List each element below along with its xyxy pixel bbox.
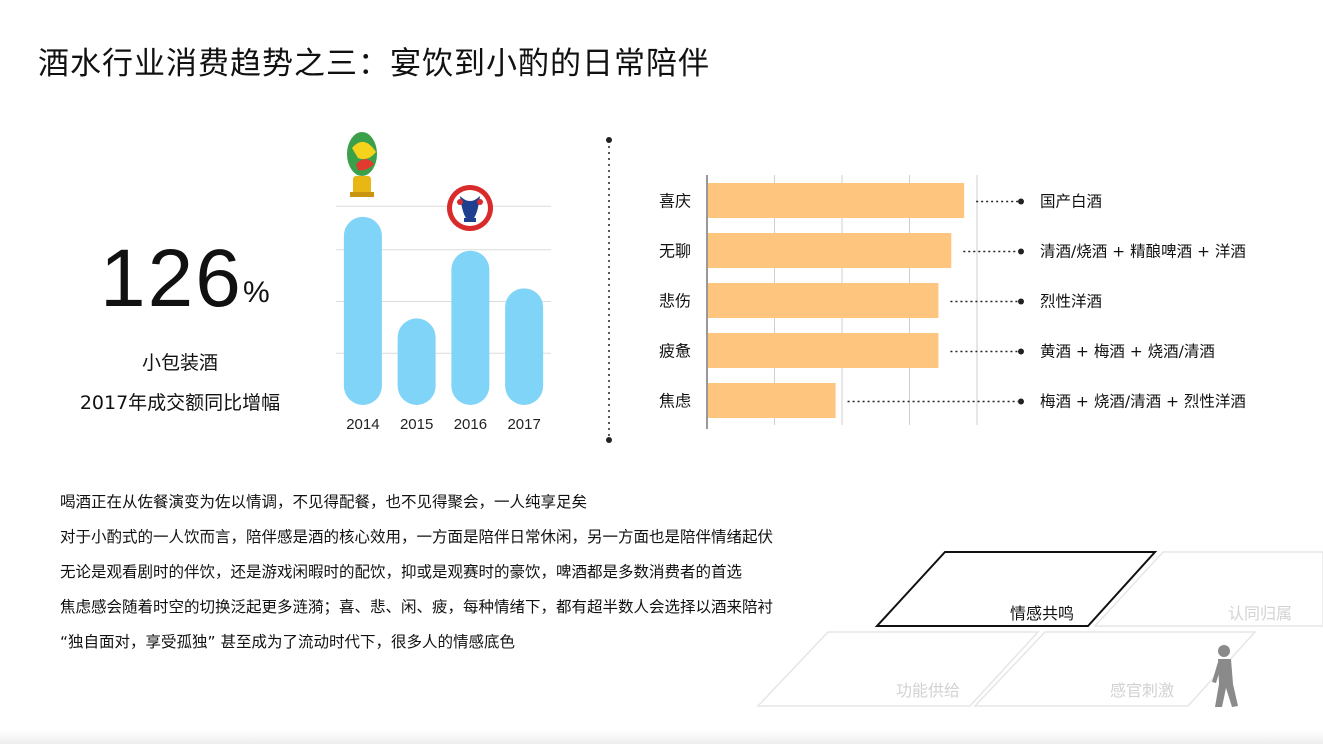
- annotation-label: 梅酒 + 烧酒/清酒 + 烈性洋酒: [1040, 393, 1246, 411]
- plane-label-identity: 认同归属: [1228, 604, 1292, 623]
- plane-label-function: 功能供给: [896, 681, 960, 700]
- bar-焦虑: [708, 383, 836, 418]
- plane-label-sensory: 感官刺激: [1110, 681, 1174, 700]
- paragraph-line: 无论是观看剧时的伴饮，还是游戏闲暇时的配饮，抑或是观赛时的豪饮，啤酒都是多数消费…: [60, 563, 743, 581]
- leader-dot: [1018, 398, 1024, 405]
- plane-sensory: [973, 631, 1257, 707]
- world-cup-logo: [347, 132, 377, 197]
- leader-dot: [1018, 348, 1024, 355]
- page-title: 酒水行业消费趋势之三：宴饮到小酌的日常陪伴: [38, 46, 710, 82]
- walking-person-icon: [1212, 645, 1238, 707]
- annotation-label: 烈性洋酒: [1040, 293, 1102, 311]
- bar-2016: [451, 250, 490, 405]
- leader-dot: [1018, 198, 1024, 205]
- plane-identity: [1093, 551, 1323, 627]
- x-tick-label: 2017: [507, 416, 540, 433]
- vertical-bar-chart: 2014 2015 2016 2017: [336, 205, 551, 433]
- bar-悲伤: [708, 283, 939, 318]
- x-tick-label: 2016: [454, 416, 487, 433]
- y-tick-label: 焦虑: [659, 392, 691, 411]
- bar-2017: [505, 288, 544, 405]
- bar-无聊: [708, 233, 952, 268]
- plane-label-emotion: 情感共鸣: [1010, 604, 1074, 623]
- bottom-edge: [0, 730, 1323, 744]
- stat-unit: %: [243, 276, 270, 309]
- y-tick-label: 悲伤: [659, 292, 691, 311]
- x-tick-label: 2015: [400, 416, 433, 433]
- annotation-label: 清酒/烧酒 + 精酿啤酒 + 洋酒: [1040, 243, 1246, 261]
- y-tick-label: 无聊: [659, 242, 691, 261]
- divider-dot-bottom: [606, 437, 612, 443]
- annotation-label: 黄酒 + 梅酒 + 烧酒/清酒: [1040, 343, 1215, 361]
- annotation-label: 国产白酒: [1040, 193, 1102, 211]
- y-tick-label: 疲惫: [659, 342, 691, 361]
- stat-caption: 2017年成交额同比增幅: [79, 392, 281, 414]
- bar-2014: [343, 216, 382, 405]
- description-paragraph: 喝酒正在从佐餐演变为佐以情调，不见得配餐，也不见得聚会，一人纯享足矣 对于小酌式…: [60, 488, 773, 663]
- leader-dot: [1018, 298, 1024, 305]
- stat-label: 小包装酒: [141, 352, 218, 374]
- leader-dot: [1018, 248, 1024, 255]
- plane-function: [756, 631, 1040, 707]
- bar-喜庆: [708, 183, 965, 218]
- paragraph-line: “独自面对，享受孤独” 甚至成为了流动时代下，很多人的情感底色: [60, 633, 515, 651]
- plane-emotion: [874, 551, 1158, 627]
- bar-疲惫: [708, 333, 939, 368]
- paragraph-line: 喝酒正在从佐餐演变为佐以情调，不见得配餐，也不见得聚会，一人纯享足矣: [60, 493, 588, 511]
- bar-2015: [397, 318, 436, 405]
- stat-value: 126: [100, 233, 243, 324]
- y-tick-label: 喜庆: [659, 192, 691, 211]
- divider-dot-top: [606, 137, 612, 143]
- paragraph-line: 焦虑感会随着时空的切换泛起更多涟漪；喜、悲、闲、疲，每种情绪下，都有超半数人会选…: [60, 598, 774, 616]
- paragraph-line: 对于小酌式的一人饮而言，陪伴感是酒的核心效用，一方面是陪伴日常休闲，另一方面也是…: [60, 528, 774, 546]
- euro-cup-logo: [447, 185, 493, 231]
- plane-diagram: 情感共鸣 认同归属 功能供给 感官刺激: [756, 551, 1323, 707]
- x-tick-label: 2014: [346, 416, 379, 433]
